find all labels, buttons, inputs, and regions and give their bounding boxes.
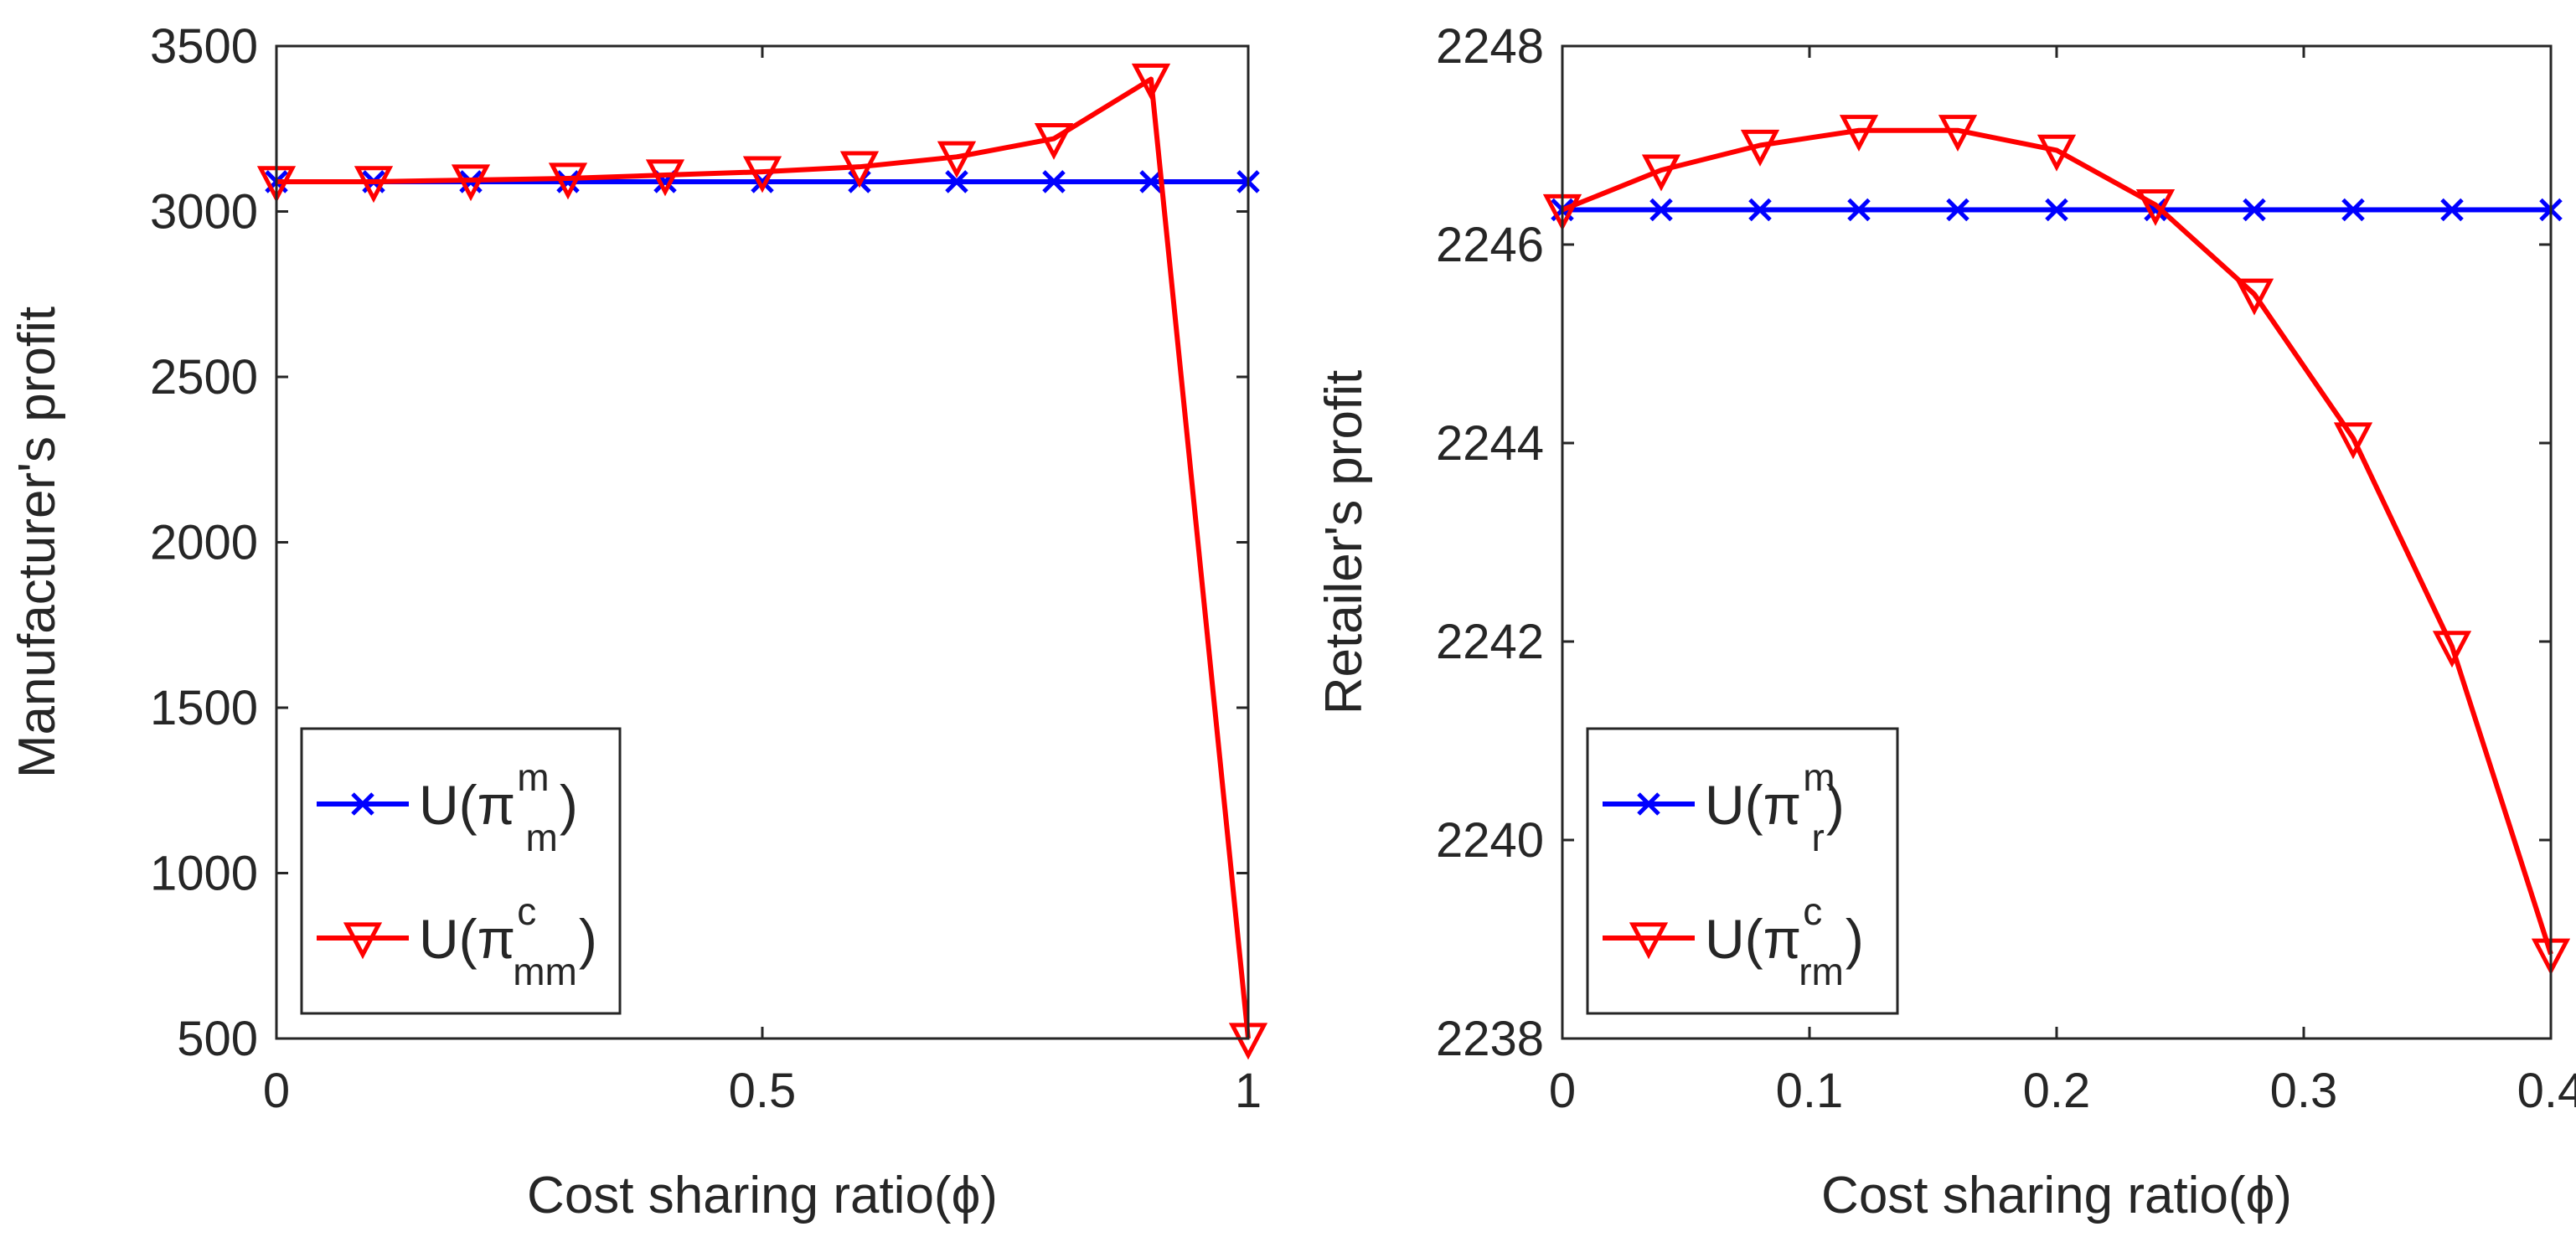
chart-1-series-legend-0-point-0-x-marker [1637, 792, 1660, 816]
chart-1-ytick-label-0: 2238 [1436, 1012, 1544, 1066]
chart-0-legend: U(πm m) U(πc mm) [300, 727, 622, 1015]
chart-0-xtick-label-1: 0.5 [729, 1064, 797, 1118]
chart-0-series-legend-0-point-0-x-marker [351, 792, 374, 816]
chart-1: 2238 2240 2242 2244 2246 2248 0 0.1 0.2 0.3 0.4 Cos… [1315, 19, 2576, 1224]
chart-1-xtick-label-2: 0.2 [2023, 1064, 2091, 1118]
chart-1-xlabel: Cost sharing ratio(ϕ) [1821, 1167, 2292, 1224]
chart-0-ytick-label-4: 2500 [150, 350, 258, 405]
chart-1-series-0-point-5-x-marker [2045, 198, 2068, 222]
chart-1-series-1-point-6-triangle-marker [2135, 188, 2176, 226]
chart-1-xtick-label-3: 0.3 [2270, 1064, 2338, 1118]
chart-1-series-0-point-8-x-marker [2341, 198, 2365, 222]
chart-1-series-1-point-7-triangle-marker [2234, 278, 2274, 316]
chart-0-legend-box [300, 727, 622, 1015]
chart-1-legend-box [1586, 727, 1899, 1015]
chart-0-ytick-label-1: 1000 [150, 847, 258, 901]
chart-1-ytick-label-4: 2246 [1436, 218, 1544, 272]
chart-0-series-1-point-2-triangle-marker [451, 164, 491, 202]
chart-1-series-0 [1551, 198, 2563, 222]
chart-1-ylabel: Retailer's profit [1315, 370, 1373, 715]
chart-1-legend: U(πm r) U(πc rm) [1586, 727, 1899, 1015]
chart-1-xtick-label-0: 0 [1549, 1064, 1576, 1118]
chart-1-xtick-label-1: 0.1 [1776, 1064, 1844, 1118]
chart-1-series-1-line [1561, 127, 2553, 956]
chart-0-ylabel: Manufacturer's profit [8, 307, 66, 778]
chart-0-series-1 [256, 63, 1268, 1060]
chart-1-legend-label-1: U(πc rm) [1705, 889, 1864, 993]
chart-1-series-0-point-1-x-marker [1649, 198, 1673, 222]
chart-1-series-0-point-2-x-marker [1748, 198, 1772, 222]
chart-0-series-0-point-9-x-marker [1139, 170, 1163, 193]
chart-0-series-0-point-7-x-marker [945, 170, 968, 193]
chart-0-xtick-label-0: 0 [263, 1064, 290, 1118]
chart-0-legend-label-0: U(πm m) [419, 755, 578, 859]
chart-1-series-1-point-3-triangle-marker [1839, 115, 1879, 152]
chart-1-ytick-label-2: 2242 [1436, 615, 1544, 669]
chart-0-ytick-label-3: 2000 [150, 516, 258, 570]
chart-1-series-0-point-4-x-marker [1946, 198, 1969, 222]
chart-1-series-0-point-7-x-marker [2243, 198, 2266, 222]
chart-1-xtick-label-4: 0.4 [2517, 1064, 2576, 1118]
chart-0-series-1-point-5-triangle-marker [742, 156, 782, 193]
chart-1-ytick-label-5: 2248 [1436, 19, 1544, 74]
chart-1-series-1-point-4-triangle-marker [1938, 115, 1978, 152]
chart-0-ytick-label-6: 3500 [150, 19, 258, 74]
chart-0-xtick-label-2: 1 [1235, 1064, 1262, 1118]
chart-0-series-0-point-3-x-marker [556, 170, 580, 193]
chart-0-series-1-point-8-triangle-marker [1034, 122, 1074, 160]
chart-0-series-1-point-4-triangle-marker [645, 159, 685, 197]
chart-0-xlabel: Cost sharing ratio(ϕ) [527, 1167, 998, 1224]
chart-1-series-0-point-9-x-marker [2440, 198, 2464, 222]
chart-0-series-1-line [276, 76, 1251, 1039]
chart-1-series-1-point-8-triangle-marker [2333, 422, 2373, 460]
chart-0-ytick-label-2: 1500 [150, 681, 258, 735]
chart-1-series-1-point-1-triangle-marker [1641, 154, 1681, 192]
chart-1-ytick-label-1: 2240 [1436, 813, 1544, 868]
chart-0-series-1-point-9-triangle-marker [1131, 63, 1171, 101]
chart-0-series-legend-1-point-0-triangle-marker [343, 922, 383, 960]
chart-0-ytick-label-5: 3000 [150, 185, 258, 240]
chart-0-series-1-point-7-triangle-marker [937, 141, 977, 178]
chart-0-series-1-point-3-triangle-marker [548, 162, 588, 200]
chart-1-ytick-label-3: 2244 [1436, 416, 1544, 471]
chart-1-series-1-point-5-triangle-marker [2037, 134, 2077, 172]
chart-1-legend-label-0: U(πm r) [1705, 755, 1845, 859]
chart-1-series-1-point-9-triangle-marker [2432, 631, 2472, 668]
chart-0-axes-box [275, 44, 1250, 1040]
chart-0: 500 1000 1500 2000 2500 3000 3500 0 0.5 1 Cost sha… [8, 19, 1268, 1224]
chart-1-axes-box [1561, 44, 2553, 1040]
chart-0-series-1-point-1-triangle-marker [354, 166, 394, 204]
chart-0-legend-label-1: U(πc mm) [419, 889, 597, 993]
chart-1-series-0-point-3-x-marker [1847, 198, 1871, 222]
chart-1-series-legend-1-point-0-triangle-marker [1629, 922, 1669, 960]
chart-0-series-0-point-8-x-marker [1042, 170, 1066, 193]
chart-0-ytick-label-0: 500 [177, 1012, 258, 1066]
chart-1-series-1-point-2-triangle-marker [1740, 129, 1780, 167]
chart-0-series-1-point-6-triangle-marker [839, 151, 880, 188]
